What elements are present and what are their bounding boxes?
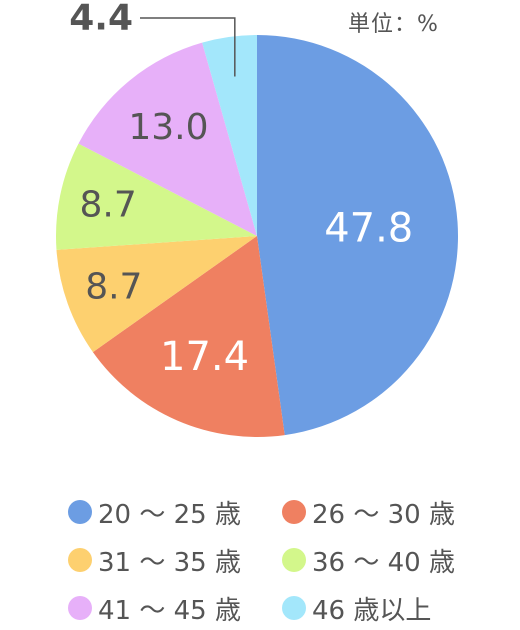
pie-slice xyxy=(55,143,257,250)
legend-swatch xyxy=(68,596,92,620)
legend-item-41-45: 41 〜 45 歳 xyxy=(68,588,241,628)
legend-item-26-30: 26 〜 30 歳 xyxy=(282,492,455,532)
pie-slice xyxy=(78,42,257,236)
pie-labels: 47.8 17.4 8.7 8.7 13.0 4.4 xyxy=(69,0,413,380)
leader-line xyxy=(140,17,236,77)
legend-label: 31 〜 35 歳 xyxy=(98,547,241,578)
legend-swatch xyxy=(282,548,306,572)
legend-swatch xyxy=(282,596,306,620)
pie-chart: 47.8 17.4 8.7 8.7 13.0 4.4 xyxy=(55,0,458,437)
legend-item-20-25: 20 〜 25 歳 xyxy=(68,492,241,532)
legend-swatch xyxy=(282,500,306,524)
pie-slice xyxy=(56,236,257,353)
legend-label: 20 〜 25 歳 xyxy=(98,499,241,530)
pie-slice xyxy=(92,236,285,437)
slice-value-label: 17.4 xyxy=(160,334,249,380)
legend-swatch xyxy=(68,548,92,572)
legend-item-36-40: 36 〜 40 歳 xyxy=(282,540,455,580)
pie-slices xyxy=(55,35,458,437)
legend-label: 36 〜 40 歳 xyxy=(312,547,455,578)
slice-value-label: 8.7 xyxy=(85,267,142,308)
legend-item-31-35: 31 〜 35 歳 xyxy=(68,540,241,580)
slice-value-label: 4.4 xyxy=(69,0,133,39)
legend-label: 41 〜 45 歳 xyxy=(98,595,241,626)
slice-value-label: 47.8 xyxy=(324,205,413,251)
slice-value-label: 13.0 xyxy=(128,107,208,148)
legend-label: 46 歳以上 xyxy=(312,595,432,626)
pie-slice xyxy=(257,35,458,436)
legend-label: 26 〜 30 歳 xyxy=(312,499,455,530)
slice-value-label: 8.7 xyxy=(80,185,137,226)
unit-label: 単位：% xyxy=(348,12,439,37)
pie-slice xyxy=(202,35,257,236)
legend-item-46-plus: 46 歳以上 xyxy=(282,588,431,628)
legend-swatch xyxy=(68,500,92,524)
